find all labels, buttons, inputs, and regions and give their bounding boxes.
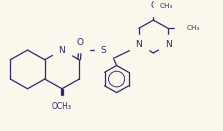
Text: N: N [165,40,171,49]
Text: N: N [135,40,142,49]
Text: O: O [181,24,188,33]
Text: N: N [59,46,65,54]
Text: S: S [101,46,107,54]
Text: CH₃: CH₃ [159,3,173,9]
Text: O: O [150,1,157,10]
Text: O: O [77,38,84,47]
Text: CH₃: CH₃ [187,25,200,31]
Text: OCH₃: OCH₃ [52,102,72,111]
